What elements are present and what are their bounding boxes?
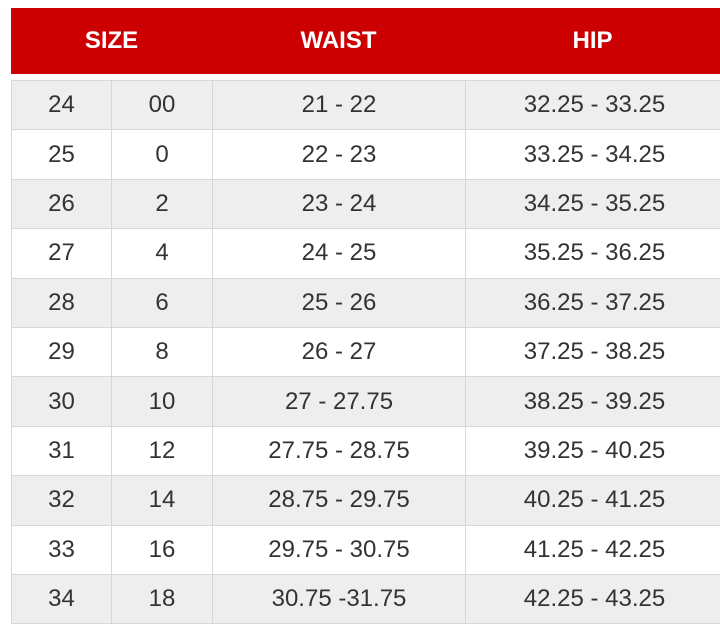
hip-cell: 32.25 - 33.25 — [465, 79, 720, 131]
numeric-size-cell: 10 — [111, 376, 213, 427]
waist-cell: 21 - 22 — [212, 79, 466, 131]
table-row: 24 00 21 - 22 32.25 - 33.25 — [11, 79, 720, 131]
numeric-size-cell: 8 — [111, 326, 213, 378]
hip-cell: 37.25 - 38.25 — [465, 326, 720, 378]
waist-cell: 22 - 23 — [212, 129, 466, 180]
waist-cell: 25 - 26 — [212, 277, 466, 328]
hip-cell: 34.25 - 35.25 — [465, 178, 720, 230]
waist-cell: 24 - 25 — [212, 228, 466, 279]
size-cell: 24 — [11, 79, 112, 131]
numeric-size-cell: 2 — [111, 178, 213, 230]
table-header: SIZE WAIST HIP — [11, 8, 720, 74]
table-row: 26 2 23 - 24 34.25 - 35.25 — [11, 178, 720, 230]
numeric-size-cell: 4 — [111, 228, 213, 279]
numeric-size-cell: 14 — [111, 475, 213, 526]
size-cell: 33 — [11, 524, 112, 575]
hip-cell: 38.25 - 39.25 — [465, 376, 720, 427]
header-waist: WAIST — [300, 27, 377, 54]
table-row: 25 0 22 - 23 33.25 - 34.25 — [11, 129, 720, 180]
hip-cell: 42.25 - 43.25 — [465, 573, 720, 625]
hip-cell: 41.25 - 42.25 — [465, 524, 720, 575]
size-cell: 32 — [11, 475, 112, 526]
hip-cell: 40.25 - 41.25 — [465, 475, 720, 526]
size-cell: 28 — [11, 277, 112, 328]
numeric-size-cell: 12 — [111, 425, 213, 477]
size-cell: 26 — [11, 178, 112, 230]
numeric-size-cell: 16 — [111, 524, 213, 575]
table-row: 28 6 25 - 26 36.25 - 37.25 — [11, 277, 720, 328]
numeric-size-cell: 18 — [111, 573, 213, 625]
table-row: 27 4 24 - 25 35.25 - 36.25 — [11, 228, 720, 279]
table-row: 30 10 27 - 27.75 38.25 - 39.25 — [11, 376, 720, 427]
size-cell: 34 — [11, 573, 112, 625]
table-row: 34 18 30.75 -31.75 42.25 - 43.25 — [11, 573, 720, 625]
table-row: 32 14 28.75 - 29.75 40.25 - 41.25 — [11, 475, 720, 526]
size-cell: 30 — [11, 376, 112, 427]
header-hip: HIP — [572, 27, 613, 54]
header-size: SIZE — [84, 27, 139, 54]
waist-cell: 27.75 - 28.75 — [212, 425, 466, 477]
waist-cell: 26 - 27 — [212, 326, 466, 378]
waist-cell: 30.75 -31.75 — [212, 573, 466, 625]
hip-cell: 33.25 - 34.25 — [465, 129, 720, 180]
size-cell: 25 — [11, 129, 112, 180]
hip-cell: 36.25 - 37.25 — [465, 277, 720, 328]
table-row: 31 12 27.75 - 28.75 39.25 - 40.25 — [11, 425, 720, 477]
numeric-size-cell: 00 — [111, 79, 213, 131]
waist-cell: 23 - 24 — [212, 178, 466, 230]
waist-cell: 28.75 - 29.75 — [212, 475, 466, 526]
numeric-size-cell: 0 — [111, 129, 213, 180]
size-cell: 29 — [11, 326, 112, 378]
waist-cell: 27 - 27.75 — [212, 376, 466, 427]
hip-cell: 35.25 - 36.25 — [465, 228, 720, 279]
table-row: 33 16 29.75 - 30.75 41.25 - 42.25 — [11, 524, 720, 575]
table-row: 29 8 26 - 27 37.25 - 38.25 — [11, 326, 720, 378]
hip-cell: 39.25 - 40.25 — [465, 425, 720, 477]
size-chart-table: 24 00 21 - 22 32.25 - 33.25 25 0 22 - 23 33.25 … — [11, 79, 720, 625]
size-cell: 27 — [11, 228, 112, 279]
waist-cell: 29.75 - 30.75 — [212, 524, 466, 575]
numeric-size-cell: 6 — [111, 277, 213, 328]
size-cell: 31 — [11, 425, 112, 477]
